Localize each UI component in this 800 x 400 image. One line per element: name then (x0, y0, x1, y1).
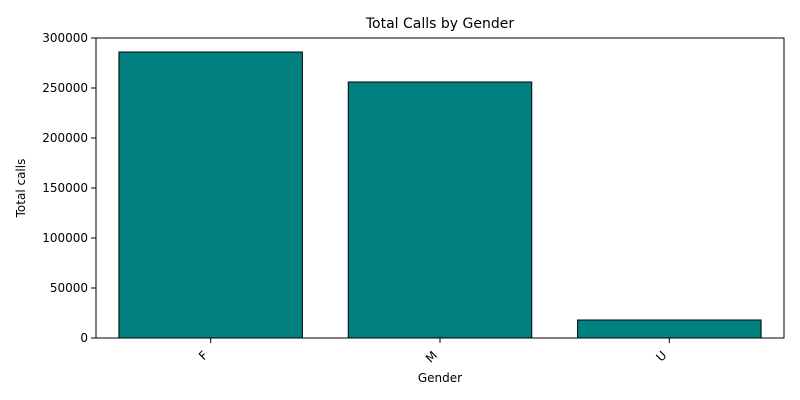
y-axis-ticks: 0 50000 100000 150000 200000 250000 300000 (42, 31, 96, 345)
bar-m (347, 81, 533, 339)
plot-frame (95, 37, 785, 339)
x-axis-label: Gender (418, 371, 462, 385)
chart-title: Total Calls by Gender (365, 16, 514, 32)
x-tick-label-u: U (653, 348, 669, 364)
y-tick-label: 150000 (42, 181, 88, 195)
y-tick-label: 200000 (42, 131, 88, 145)
x-tick-label-f: F (196, 348, 211, 363)
y-tick-label: 50000 (50, 281, 88, 295)
y-tick-label: 250000 (42, 81, 88, 95)
y-axis-label: Total calls (14, 159, 28, 219)
bar-u (577, 319, 762, 339)
bar-f (118, 51, 303, 339)
y-tick-label: 100000 (42, 231, 88, 245)
y-tick-label: 0 (80, 331, 88, 345)
x-tick-label-m: M (423, 348, 440, 365)
bars-group (118, 51, 762, 339)
y-tick-label: 300000 (42, 31, 88, 45)
